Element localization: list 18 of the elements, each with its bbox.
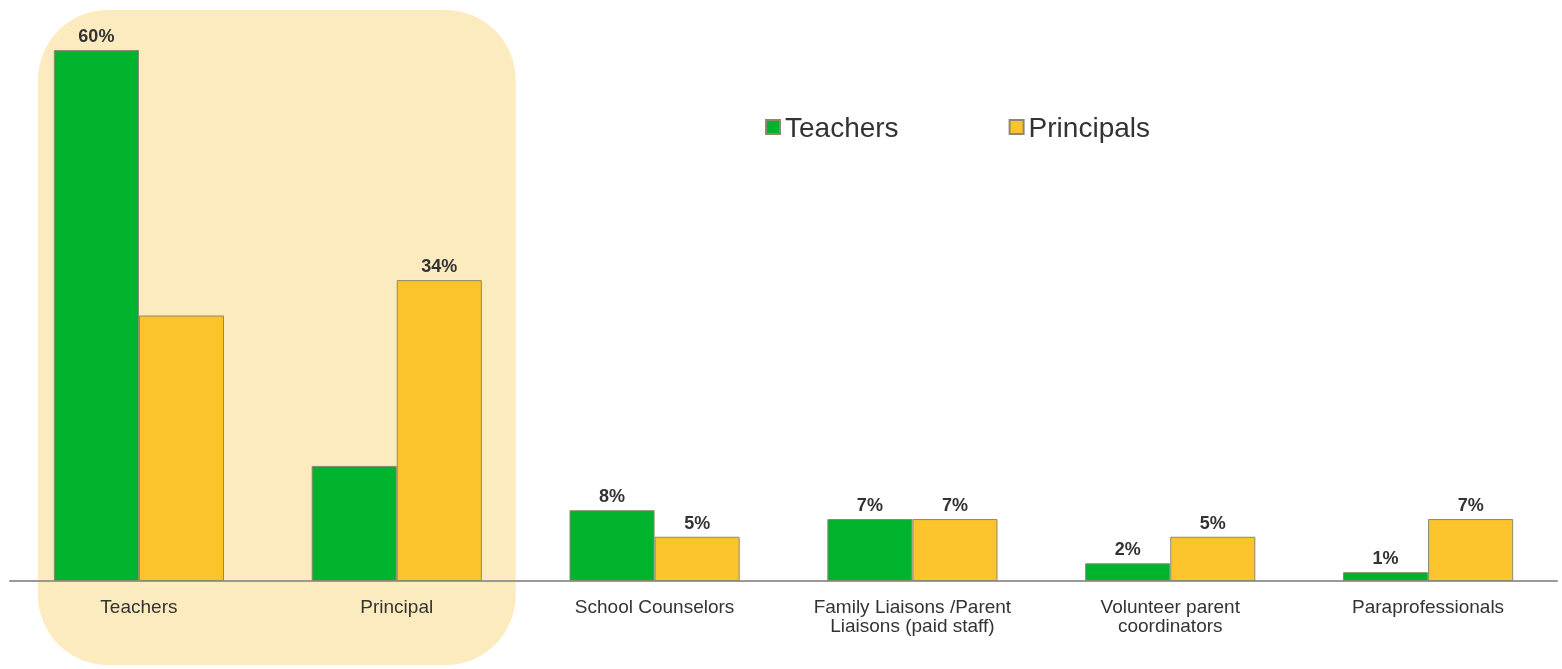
x-tick-label: Paraprofessionals [1352, 596, 1505, 617]
data-label: 7% [856, 495, 883, 516]
data-label: 2% [1114, 539, 1141, 560]
data-label: 7% [1457, 495, 1484, 516]
data-label: 7% [941, 495, 968, 516]
x-tick-label: Volunteer parent coordinators [1100, 596, 1241, 636]
x-tick-label: School Counselors [574, 596, 735, 617]
legend-label: Principals [1028, 111, 1150, 143]
x-tick-label: Family Liaisons /Parent Liaisons (paid staff) [813, 596, 1012, 636]
data-label: 60% [78, 26, 115, 46]
data-label: 34% [421, 256, 458, 277]
data-label: 1% [1372, 548, 1399, 569]
legend-label: Teachers [785, 111, 899, 143]
data-label: 5% [1199, 512, 1226, 533]
data-label: 5% [684, 512, 711, 533]
x-tick-label: Principal [360, 596, 434, 617]
x-tick-label: Teachers [100, 596, 178, 617]
data-label: 8% [599, 486, 626, 507]
